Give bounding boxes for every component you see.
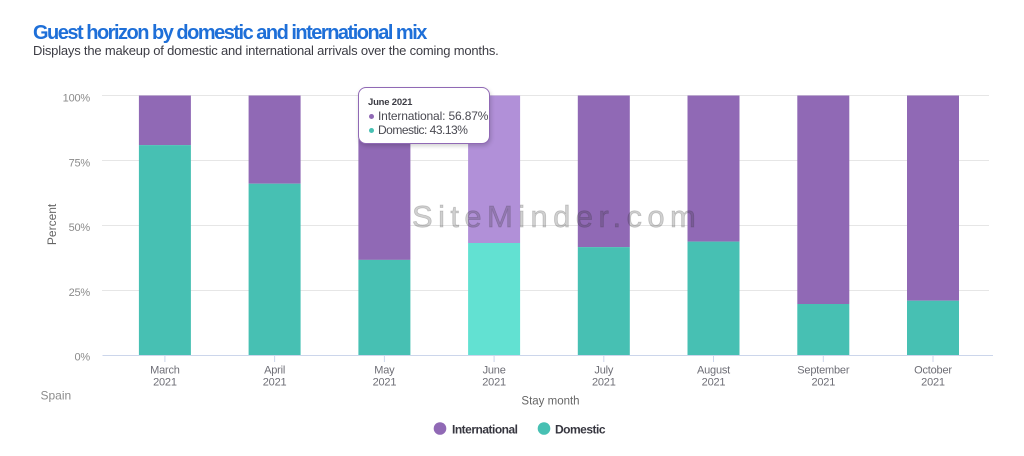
svg-text:Stay month: Stay month bbox=[521, 396, 579, 408]
svg-text:50%: 50% bbox=[69, 222, 91, 234]
svg-text:Percent: Percent bbox=[45, 203, 59, 245]
svg-text:March: March bbox=[150, 365, 180, 377]
svg-text:Domestic: Domestic bbox=[555, 423, 606, 437]
svg-text:August: August bbox=[697, 365, 730, 377]
svg-text:2021: 2021 bbox=[263, 376, 287, 388]
svg-text:May: May bbox=[374, 365, 395, 377]
svg-text:2021: 2021 bbox=[811, 376, 835, 388]
svg-text:June: June bbox=[483, 365, 506, 377]
svg-text:Spain: Spain bbox=[41, 389, 72, 403]
svg-text:2021: 2021 bbox=[153, 376, 177, 388]
svg-text:April: April bbox=[264, 365, 285, 377]
svg-text:September: September bbox=[797, 365, 850, 377]
svg-text:2021: 2021 bbox=[921, 376, 945, 388]
svg-text:July: July bbox=[594, 365, 613, 377]
svg-text:2021: 2021 bbox=[482, 376, 506, 388]
svg-text:75%: 75% bbox=[69, 157, 91, 169]
svg-text:International: International bbox=[452, 423, 518, 437]
svg-text:2021: 2021 bbox=[592, 376, 616, 388]
svg-text:0%: 0% bbox=[75, 352, 91, 364]
svg-text:October: October bbox=[914, 365, 952, 377]
svg-text:100%: 100% bbox=[63, 93, 91, 105]
svg-text:2021: 2021 bbox=[702, 376, 726, 388]
svg-text:25%: 25% bbox=[69, 287, 91, 299]
svg-text:2021: 2021 bbox=[373, 376, 397, 388]
